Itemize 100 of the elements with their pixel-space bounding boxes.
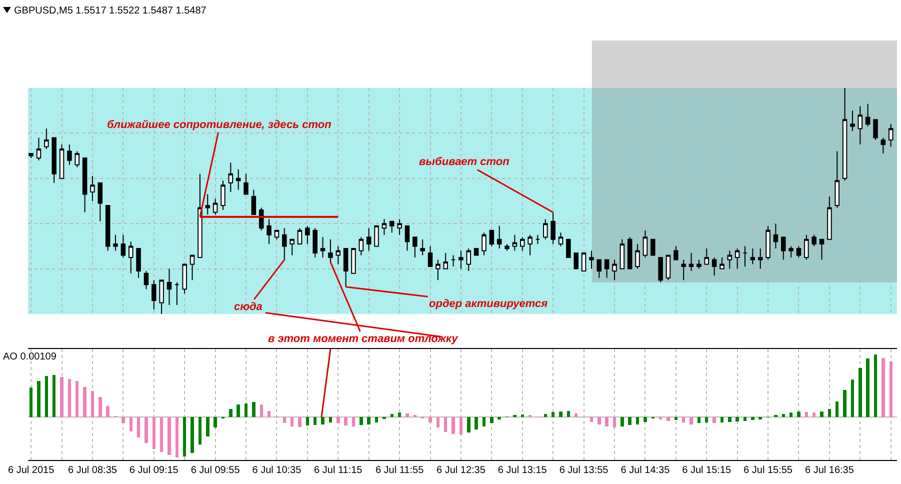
annotation: ордер активируется	[429, 298, 548, 310]
bar	[44, 376, 48, 418]
candlestick	[297, 228, 302, 244]
bar	[314, 417, 317, 426]
bar	[598, 417, 601, 424]
candlestick	[351, 248, 356, 274]
bar	[682, 417, 686, 423]
candlestick	[758, 248, 763, 270]
candlestick	[358, 236, 364, 256]
bar	[98, 397, 102, 418]
candlestick	[666, 254, 671, 281]
candlestick	[458, 250, 464, 270]
bar	[152, 417, 156, 449]
candlestick	[642, 230, 648, 258]
bar	[122, 417, 125, 424]
bar	[267, 410, 271, 418]
bar	[520, 414, 524, 418]
candlestick	[36, 137, 42, 161]
annotation: в этот момент ставим отложку	[268, 333, 459, 345]
bar	[474, 417, 478, 430]
candlestick	[727, 250, 732, 270]
bar	[336, 417, 340, 424]
bar	[628, 417, 632, 426]
candlestick	[128, 241, 134, 274]
candlestick	[428, 246, 433, 268]
bar	[344, 417, 348, 426]
candlestick	[858, 106, 863, 145]
candlestick	[212, 198, 218, 216]
x-tick-label: 6 Jul 11:15	[314, 465, 363, 476]
candlestick	[850, 110, 855, 132]
candlestick	[704, 248, 709, 265]
bar	[306, 417, 310, 426]
candlestick	[466, 248, 472, 272]
bar	[644, 417, 647, 422]
candlestick	[420, 238, 425, 256]
bar	[720, 417, 724, 423]
candlestick	[796, 246, 802, 258]
candlestick	[696, 259, 702, 270]
candlestick	[865, 103, 870, 127]
bar	[214, 417, 217, 428]
bar	[843, 390, 846, 418]
bar	[160, 417, 164, 452]
bar	[797, 411, 800, 418]
candlestick	[404, 225, 410, 252]
x-tick-label: 6 Jul 09:15	[129, 465, 179, 476]
candlestick	[220, 180, 226, 211]
candlestick	[251, 189, 256, 216]
bar	[260, 404, 263, 418]
x-tick-label: 6 Jul 08:35	[68, 465, 118, 476]
candlestick	[105, 205, 110, 252]
candlestick	[482, 232, 486, 256]
candlestick	[74, 150, 80, 168]
candlestick	[136, 248, 141, 278]
candlestick	[880, 137, 886, 154]
bar	[751, 417, 754, 420]
bar	[889, 362, 892, 418]
bar	[367, 417, 370, 424]
bar	[328, 417, 332, 423]
candlestick	[781, 236, 786, 260]
candlestick	[152, 280, 156, 310]
candlestick	[712, 257, 717, 276]
candlestick	[166, 268, 172, 306]
bar	[68, 378, 72, 418]
candlestick	[450, 254, 456, 268]
bar	[728, 417, 732, 422]
candlestick	[266, 218, 272, 244]
bar	[282, 417, 286, 424]
candlestick	[804, 234, 809, 260]
candlestick	[489, 230, 494, 247]
candlestick	[620, 238, 625, 270]
bar	[168, 417, 171, 456]
candlestick	[67, 144, 72, 166]
candlestick	[236, 168, 241, 190]
candlestick	[374, 225, 379, 247]
bar	[398, 412, 402, 418]
candlestick	[198, 173, 202, 258]
bar	[236, 404, 240, 418]
candlestick	[512, 234, 518, 252]
candlestick	[520, 236, 525, 252]
bar	[712, 417, 716, 424]
bar	[290, 417, 294, 426]
bar	[874, 354, 878, 418]
candlestick	[596, 259, 602, 278]
candlestick	[566, 238, 571, 258]
candlestick	[888, 124, 894, 148]
bar	[828, 408, 832, 418]
candlestick	[604, 259, 610, 278]
candlestick	[627, 236, 632, 270]
bar	[390, 414, 394, 418]
candlestick	[305, 225, 310, 244]
candlestick	[290, 238, 294, 256]
candlestick	[589, 250, 594, 270]
bar	[129, 417, 132, 432]
bar	[812, 412, 816, 418]
bar	[83, 387, 86, 418]
candlestick	[382, 218, 387, 236]
candlestick	[574, 252, 578, 270]
candlestick	[558, 232, 564, 247]
candlestick	[720, 257, 724, 270]
candlestick	[535, 234, 540, 244]
